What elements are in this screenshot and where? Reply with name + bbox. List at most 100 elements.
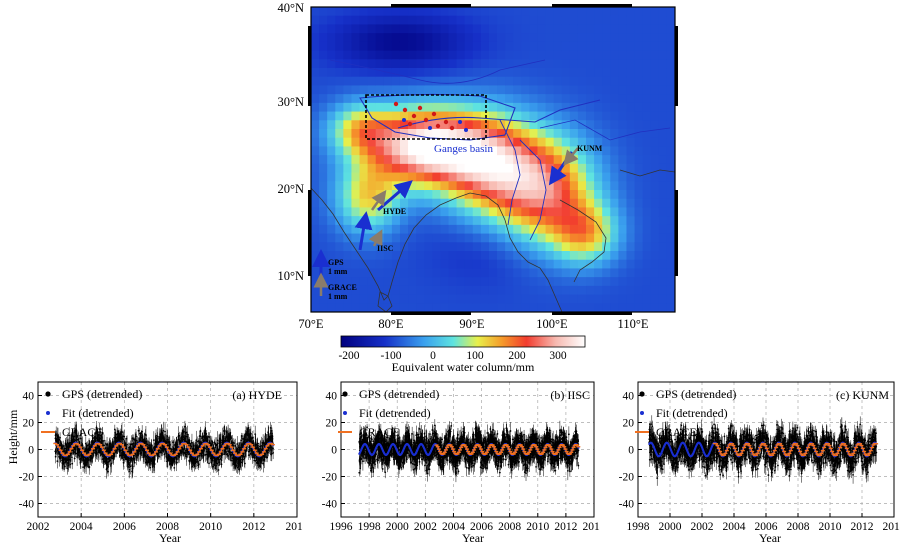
heat-cell (367, 155, 377, 165)
heat-cell (464, 259, 474, 270)
heat-cell (343, 190, 353, 200)
heat-cell (529, 207, 539, 217)
heat-cell (666, 198, 675, 209)
heat-cell (367, 129, 377, 139)
heat-cell (464, 137, 474, 148)
heat-cell (618, 207, 628, 217)
heat-cell (408, 277, 417, 287)
heat-cell (569, 111, 579, 121)
heat-cell (610, 41, 619, 52)
heat-cell (440, 207, 450, 217)
gps-point (186, 433, 189, 436)
heat-cell (408, 85, 417, 95)
heat-cell (416, 251, 425, 261)
heat-cell (440, 251, 450, 261)
heat-cell (553, 251, 563, 261)
heat-cell (327, 259, 336, 270)
heat-cell (642, 233, 652, 243)
heat-cell (343, 242, 353, 252)
heat-cell (561, 94, 571, 104)
heat-cell (634, 146, 644, 156)
heat-cell (594, 259, 603, 270)
heat-cell (416, 59, 425, 69)
heat-cell (658, 216, 668, 226)
heat-cell (586, 120, 595, 130)
heat-cell (456, 268, 466, 278)
heat-cell (335, 224, 344, 235)
heat-cell (488, 268, 498, 278)
heat-cell (472, 59, 482, 69)
heat-cell (424, 303, 433, 312)
heat-cell (569, 233, 579, 243)
heat-cell (383, 198, 393, 209)
heat-cell (488, 59, 498, 69)
heat-cell (586, 50, 595, 60)
heat-cell (634, 33, 644, 43)
heat-cell (399, 251, 409, 261)
heat-cell (594, 33, 603, 43)
heat-cell (586, 111, 595, 121)
heat-cell (464, 7, 474, 17)
heat-cell (424, 163, 433, 174)
heat-cell (529, 172, 539, 182)
heat-cell (448, 163, 458, 174)
heat-cell (594, 76, 603, 87)
heat-cell (416, 233, 425, 243)
heat-cell (521, 7, 530, 17)
heat-cell (634, 85, 644, 95)
heat-cell (335, 216, 344, 226)
heat-cell (650, 285, 660, 296)
heat-cell (610, 181, 619, 191)
heat-cell (391, 242, 401, 252)
heat-cell (464, 303, 474, 312)
heat-cell (432, 251, 442, 261)
heat-cell (505, 207, 514, 217)
map-frame-bars (308, 4, 678, 315)
heat-cell (351, 233, 361, 243)
heat-cell (456, 120, 466, 130)
heat-cell (505, 94, 514, 104)
gps-point (256, 444, 259, 447)
heat-cell (513, 163, 522, 174)
heat-cell (666, 259, 675, 270)
heat-cell (658, 294, 668, 304)
heat-cell (408, 181, 417, 191)
heat-cell (319, 233, 328, 243)
heat-cell (375, 242, 385, 252)
heat-cell (658, 198, 668, 209)
heat-cell (432, 24, 442, 34)
heat-cell (602, 94, 611, 104)
heat-cell (513, 33, 522, 43)
heat-cell (602, 294, 611, 304)
heat-cell (642, 198, 652, 209)
heat-cell (432, 233, 442, 243)
heat-cell (626, 111, 636, 121)
heat-cell (529, 76, 539, 87)
heat-cell (335, 120, 344, 130)
heat-cell (424, 94, 433, 104)
gps-point (264, 434, 267, 436)
heat-cell (513, 50, 522, 60)
heat-cell (505, 216, 514, 226)
gps-point (96, 453, 99, 455)
heat-cell (399, 50, 409, 60)
heat-cell (537, 33, 547, 43)
gps-point (254, 433, 257, 436)
heat-cell (440, 303, 450, 312)
heat-cell (658, 268, 668, 278)
heat-cell (319, 85, 328, 95)
heat-cell (343, 285, 353, 296)
heat-cell (416, 181, 425, 191)
heat-cell (545, 224, 555, 235)
heat-cell (586, 102, 595, 113)
heat-cell (497, 120, 506, 130)
heat-cell (319, 198, 328, 209)
heat-cell (505, 15, 514, 26)
heat-cell (351, 285, 361, 296)
heat-cell (537, 198, 547, 209)
heat-cell (634, 242, 644, 252)
heat-cell (311, 224, 320, 235)
heat-cell (569, 59, 579, 69)
heat-cell (561, 59, 571, 69)
heat-cell (464, 15, 474, 26)
